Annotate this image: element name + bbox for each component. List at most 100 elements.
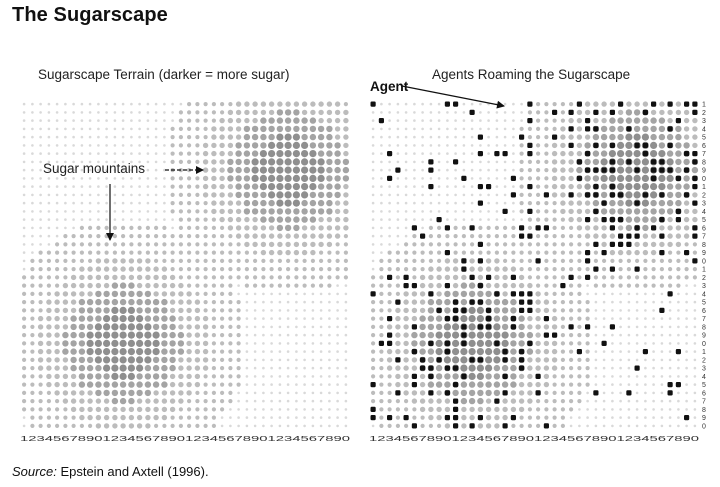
sugar-cell — [144, 364, 152, 372]
sugar-cell — [194, 373, 201, 380]
sugar-cell — [486, 225, 491, 230]
sugar-cell — [633, 117, 641, 124]
sugar-cell — [262, 325, 265, 329]
sugar-cell — [22, 185, 26, 188]
sugar-cell — [309, 216, 317, 223]
sugar-cell — [413, 218, 416, 221]
sugar-cell — [31, 144, 34, 147]
sugar-cell — [334, 101, 341, 107]
agent-dot — [601, 340, 607, 346]
sugar-cell — [462, 160, 466, 164]
sugar-cell — [435, 381, 443, 388]
sugar-cell — [617, 249, 624, 256]
sugar-cell — [86, 381, 94, 388]
sugar-cell — [585, 300, 590, 305]
sugar-cell — [495, 177, 499, 180]
sugar-cell — [227, 150, 234, 157]
sugar-cell — [317, 199, 325, 207]
sugar-cell — [493, 356, 501, 364]
sugar-cell — [121, 193, 125, 197]
sugar-cell — [569, 300, 574, 305]
sugar-cell — [129, 250, 134, 255]
sugar-cell — [286, 408, 290, 411]
sugar-cell — [219, 208, 225, 215]
sugar-cell — [152, 364, 160, 372]
sugar-cell — [144, 373, 152, 380]
sugar-cell — [211, 275, 216, 280]
agent-dot — [535, 258, 541, 264]
sugar-cell — [627, 300, 631, 304]
sugar-cell — [88, 242, 93, 247]
sugar-cell — [625, 174, 633, 182]
sugar-cell — [512, 168, 515, 172]
sugar-cell — [268, 241, 275, 248]
sugar-cell — [428, 406, 434, 413]
sugar-cell — [411, 307, 418, 314]
sugar-cell — [469, 414, 475, 421]
sugar-cell — [46, 315, 52, 322]
agent-dot — [667, 101, 673, 107]
sugar-cell — [468, 315, 476, 323]
sugar-cell — [413, 193, 416, 197]
sugar-cell — [301, 174, 309, 182]
sugar-cell — [203, 390, 208, 395]
sugar-cell — [195, 423, 200, 428]
sugar-cell — [138, 185, 141, 188]
sugar-cell — [388, 135, 391, 139]
sugar-cell — [577, 250, 582, 255]
sugar-cell — [319, 300, 323, 304]
sugar-cell — [519, 126, 524, 131]
sugar-cell — [413, 177, 416, 180]
sugar-cell — [319, 333, 323, 337]
sugar-cell — [658, 117, 666, 124]
sugar-cell — [251, 158, 259, 166]
sugar-cell — [119, 331, 127, 339]
sugar-cell — [268, 183, 276, 191]
sugar-cell — [379, 357, 384, 362]
sugar-cell — [326, 241, 333, 248]
sugar-cell — [336, 391, 339, 395]
sugar-cell — [97, 135, 100, 139]
sugar-cell — [319, 408, 323, 411]
sugar-cell — [130, 168, 133, 172]
sugar-cell — [195, 110, 200, 115]
sugar-cell — [138, 168, 141, 172]
sugar-cell — [154, 218, 158, 221]
sugar-cell — [284, 141, 292, 149]
sugar-cell — [121, 135, 125, 139]
sugar-cell — [576, 192, 583, 198]
sugar-cell — [594, 383, 598, 386]
sugar-cell — [388, 243, 391, 246]
sugar-cell — [47, 119, 51, 122]
sugar-cell — [47, 152, 51, 155]
sugar-cell — [187, 250, 192, 255]
sugar-cell — [211, 341, 216, 346]
sugar-cell — [144, 307, 152, 314]
sugar-cell — [419, 348, 426, 355]
sugar-cell — [592, 158, 600, 166]
sugar-cell — [39, 160, 42, 164]
sugar-cell — [436, 291, 442, 297]
sugar-cell — [310, 249, 316, 256]
sugar-cell — [72, 210, 75, 213]
sugar-cell — [178, 143, 183, 148]
sugar-cell — [502, 406, 508, 413]
sugar-cell — [138, 135, 141, 139]
sugar-cell — [544, 415, 549, 420]
agent-dot — [494, 151, 500, 157]
sugar-cell — [527, 225, 533, 230]
sugar-cell — [71, 234, 76, 239]
sugar-cell — [145, 250, 150, 255]
agent-dot — [576, 159, 582, 165]
sugar-cell — [203, 399, 208, 404]
sugar-cell — [301, 158, 309, 166]
sugar-cell — [609, 125, 616, 133]
sugar-cell — [652, 317, 655, 320]
sugar-cell — [627, 383, 631, 386]
sugar-cell — [462, 193, 466, 197]
sugar-cell — [319, 275, 324, 280]
sugar-cell — [152, 373, 160, 380]
sugar-mountains-label: Sugar mountains — [43, 161, 145, 176]
sugar-cell — [427, 331, 435, 339]
sugar-cell — [161, 291, 168, 297]
